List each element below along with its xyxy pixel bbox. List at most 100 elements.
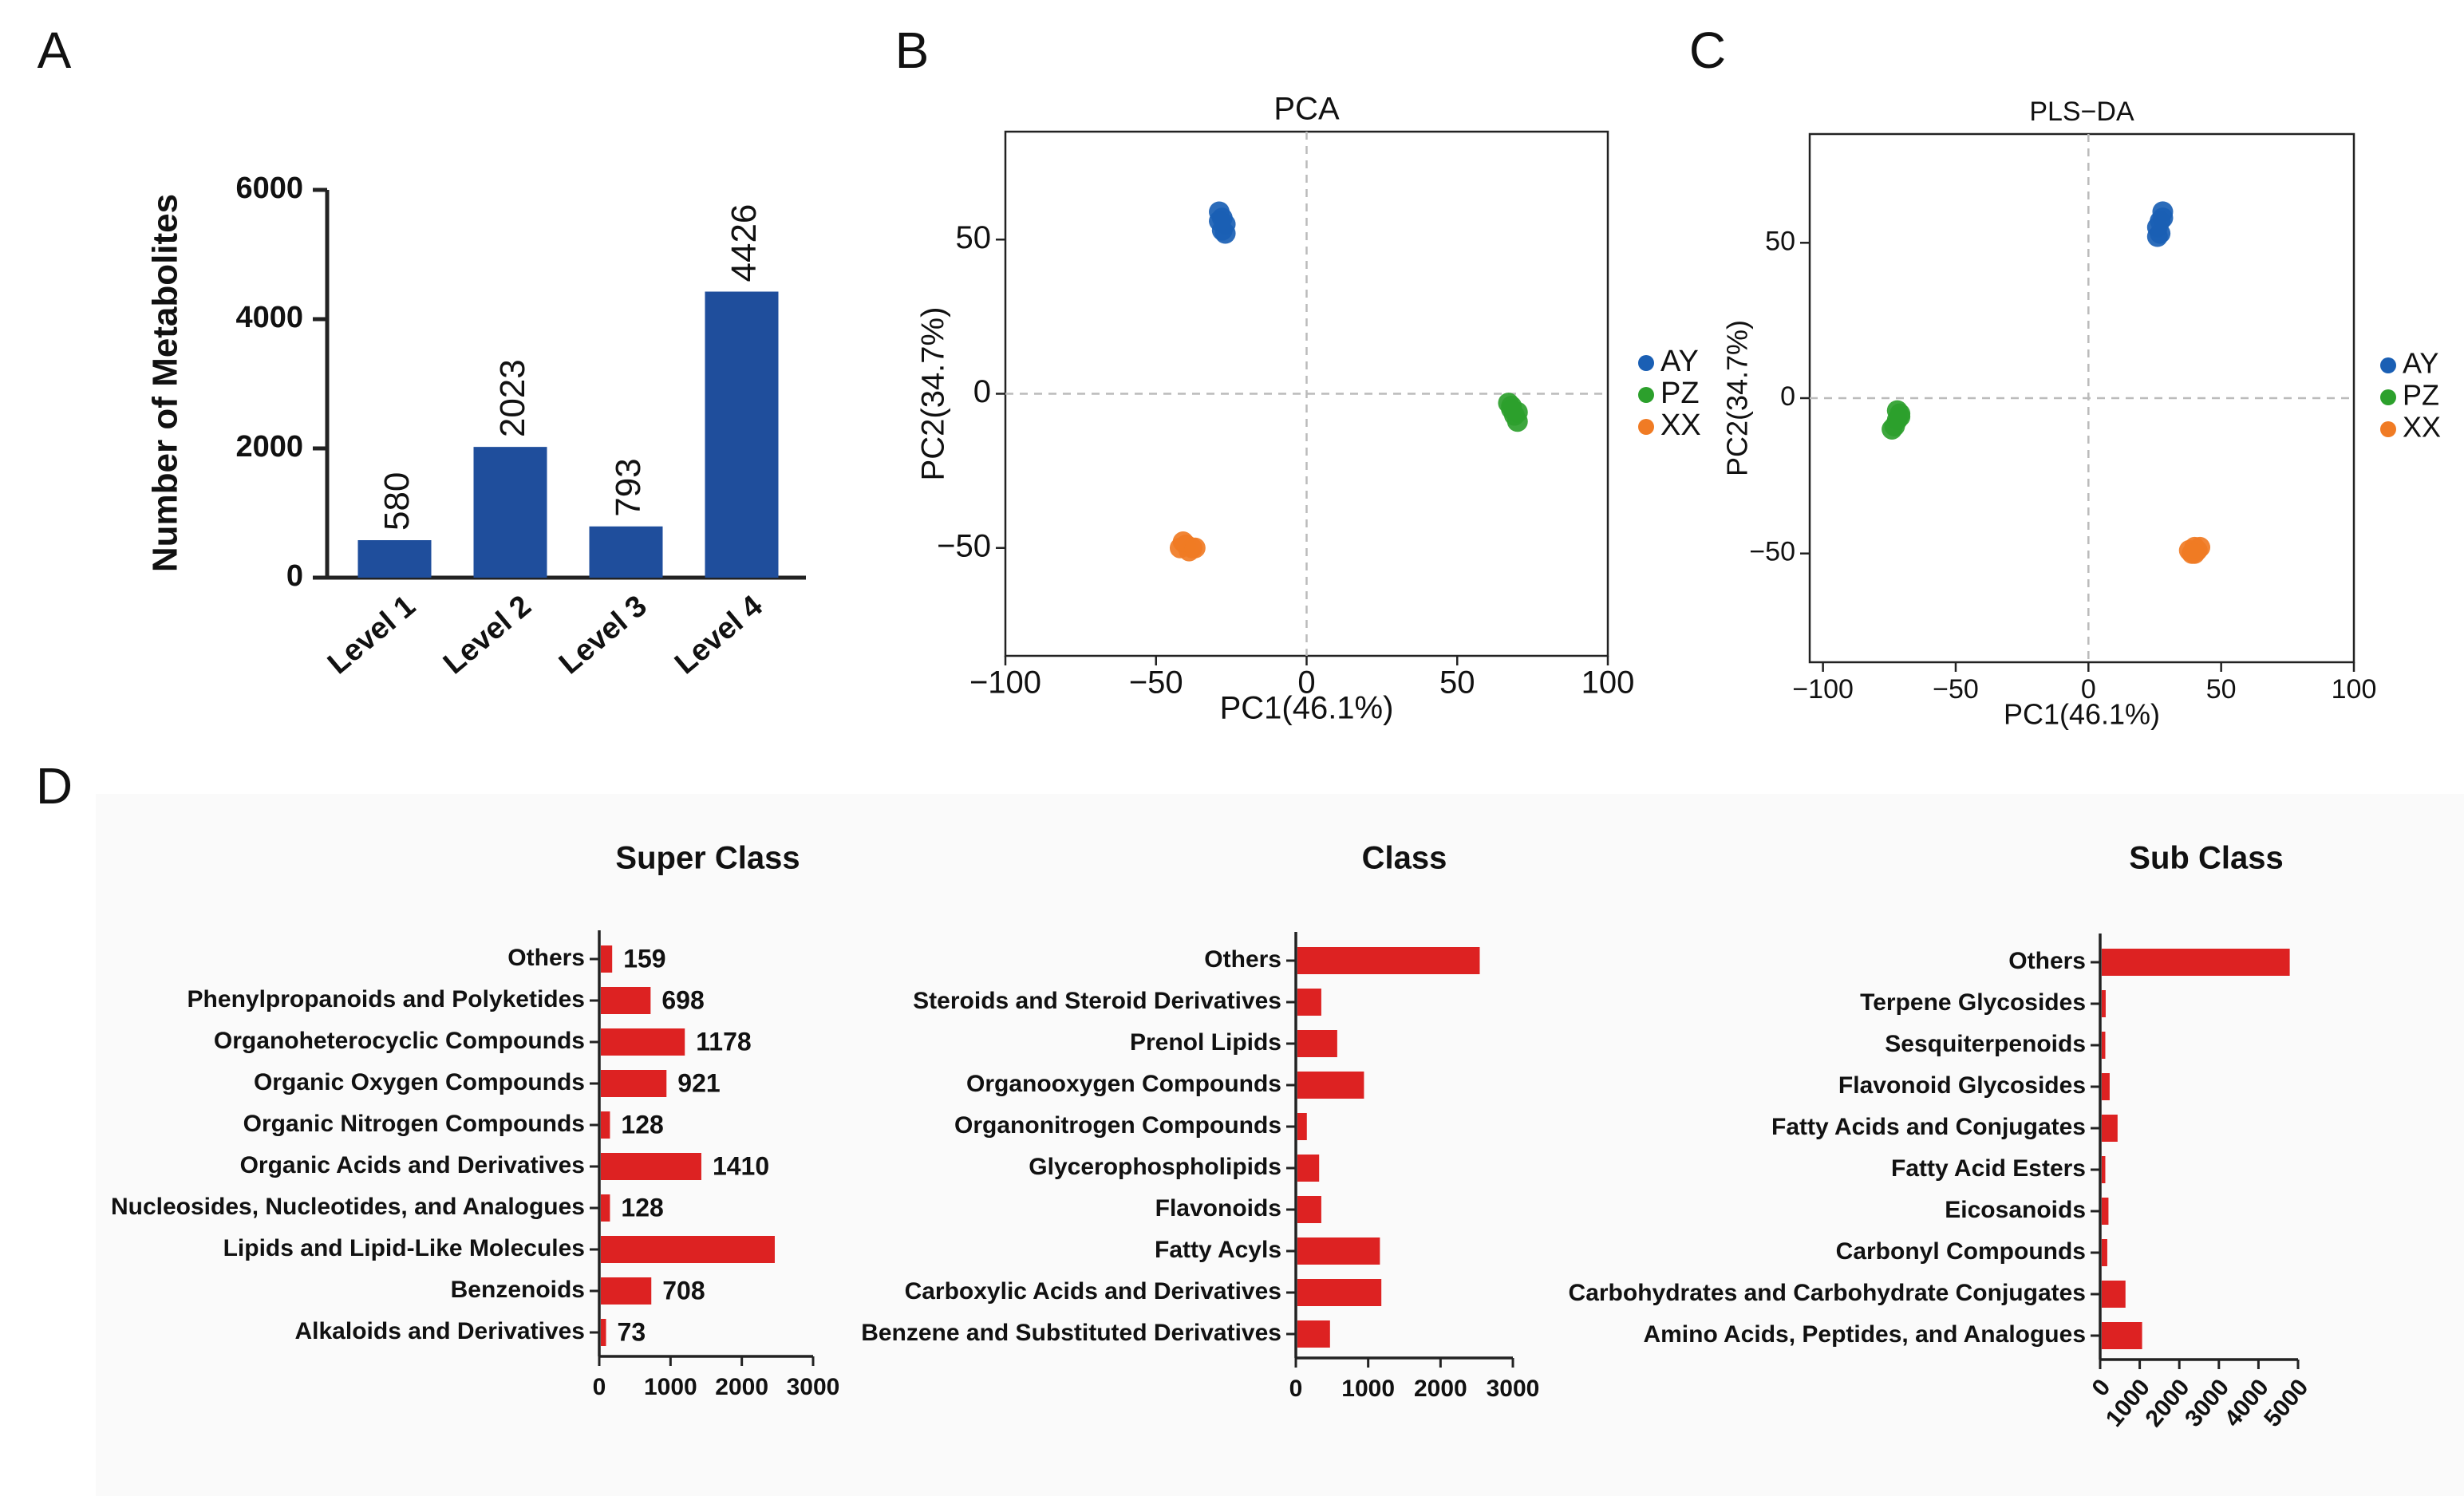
x-tick-label: 0	[2087, 1374, 2115, 1401]
bar-value-label: 4426	[725, 204, 764, 282]
bar	[1297, 1237, 1380, 1265]
legend-label: PZ	[2403, 379, 2439, 412]
chart-title: PCA	[1273, 92, 1340, 127]
bar-value-label: 1410	[713, 1151, 769, 1180]
x-tick-label: 0	[593, 1374, 606, 1400]
bar	[2102, 1281, 2126, 1308]
legend-marker-ay	[1638, 355, 1654, 371]
legend-label: AY	[2403, 347, 2438, 380]
category-label: Carbohydrates and Carbohydrate Conjugate…	[1569, 1280, 2086, 1306]
x-axis-label: PC1(46.1%)	[2004, 698, 2160, 731]
x-tick-label: 100	[2332, 674, 2377, 705]
x-tick-label: 4000	[2220, 1374, 2274, 1431]
x-tick-label: Level 2	[437, 589, 538, 681]
bar	[601, 987, 651, 1014]
bar	[2102, 1239, 2107, 1266]
bar-value-label: 698	[661, 985, 704, 1014]
bar	[2102, 1073, 2110, 1100]
bar-value-label: 2023	[493, 359, 532, 437]
bar-value-label: 73	[618, 1317, 646, 1346]
chart-d3: Sub Class Others Terpene Glycosides Sesquit…	[1569, 841, 2314, 1432]
panel-label-d: D	[36, 757, 73, 815]
bar	[601, 1236, 775, 1263]
bar-value-label: 128	[621, 1193, 663, 1222]
bar-value-label: 580	[377, 472, 417, 531]
x-tick-label: 3000	[787, 1374, 840, 1400]
category-label: Carbonyl Compounds	[1836, 1238, 2086, 1265]
category-label: Organic Nitrogen Compounds	[243, 1111, 585, 1137]
bar	[1297, 1030, 1337, 1057]
bar	[601, 1277, 652, 1305]
category-label: Terpene Glycosides	[1860, 989, 2086, 1016]
bar	[601, 945, 613, 973]
chart-d2: Class Others Steroids and Steroid Derivati…	[861, 841, 1539, 1402]
bar	[1297, 1072, 1364, 1099]
category-label: Others	[507, 945, 585, 971]
legend-marker-pz	[2380, 389, 2396, 405]
x-tick-label: 3000	[2180, 1374, 2234, 1431]
y-tick-label: 2000	[235, 430, 303, 464]
category-label: Organoheterocyclic Compounds	[214, 1028, 585, 1054]
category-label: Fatty Acid Esters	[1891, 1155, 2086, 1182]
category-label: Prenol Lipids	[1130, 1029, 1281, 1056]
x-axis-label: PC1(46.1%)	[1220, 691, 1394, 726]
x-tick-label: 0	[1289, 1376, 1303, 1402]
category-label: Organic Acids and Derivatives	[240, 1152, 585, 1178]
legend-marker-xx	[2380, 421, 2396, 437]
legend-marker-ay	[2380, 357, 2396, 373]
bar	[2102, 1156, 2106, 1183]
category-label: Eicosanoids	[1945, 1197, 2086, 1223]
chart-title: Sub Class	[2129, 841, 2283, 876]
bar	[601, 1028, 685, 1056]
chart-c: PLS−DA −100 −50 0 50 100 −50 0 50 PC1(46.1%) PC2(3…	[1721, 97, 2442, 731]
bar-value-label: 708	[662, 1276, 705, 1305]
category-label: Organic Oxygen Compounds	[254, 1069, 585, 1095]
y-tick-label: −50	[1749, 537, 1795, 567]
point-xx	[2184, 543, 2205, 564]
bar	[2102, 990, 2106, 1017]
category-label: Fatty Acyls	[1155, 1237, 1281, 1263]
y-axis-label: Number of Metabolites	[146, 194, 185, 572]
chart-title: PLS−DA	[2029, 97, 2134, 127]
legend-marker-xx	[1638, 419, 1654, 435]
chart-b: PCA −100 −50 0 50 100 −50 0 50 PC1(46.1%) PC2(34.7…	[916, 92, 1701, 726]
y-tick-label: 0	[286, 559, 303, 593]
x-tick-label: 2000	[1414, 1376, 1467, 1402]
x-tick-label: −100	[1792, 674, 1854, 705]
x-tick-label: Level 4	[669, 589, 769, 681]
x-tick-label: 1000	[644, 1374, 697, 1400]
y-tick-label: 4000	[235, 301, 303, 334]
point-ay	[2146, 226, 2168, 247]
chart-title: Super Class	[615, 841, 800, 876]
x-tick-label: 0	[2081, 674, 2096, 705]
panel-label-a: A	[38, 22, 72, 79]
category-label: Benzenoids	[451, 1277, 585, 1303]
legend-label: PZ	[1660, 377, 1700, 410]
point-pz	[1506, 401, 1528, 423]
legend-label: XX	[2403, 411, 2441, 444]
x-tick-label: −50	[1933, 674, 1979, 705]
bar	[601, 1319, 606, 1346]
y-axis-label: PC2(34.7%)	[1721, 320, 1754, 476]
category-label: Others	[2008, 948, 2086, 974]
bar-level-3	[589, 526, 663, 578]
category-label: Sesquiterpenoids	[1885, 1031, 2086, 1057]
panel-d-background	[96, 794, 2464, 1496]
bar-value-label: 128	[621, 1110, 663, 1139]
x-tick-label: 2000	[2140, 1374, 2194, 1431]
y-axis-label: PC2(34.7%)	[916, 307, 951, 481]
bar-value-label: 921	[677, 1068, 720, 1097]
category-label: Amino Acids, Peptides, and Analogues	[1643, 1321, 2086, 1348]
y-tick-label: 0	[973, 374, 991, 409]
point-ay	[1209, 211, 1230, 232]
category-label: Organooxygen Compounds	[966, 1071, 1281, 1097]
x-tick-label: 1000	[1341, 1376, 1395, 1402]
bar	[601, 1194, 610, 1222]
legend-label: XX	[1660, 409, 1701, 442]
bar	[2102, 949, 2290, 976]
x-tick-label: Level 1	[322, 589, 422, 681]
panel-label-b: B	[895, 22, 930, 79]
x-tick-label: 1000	[2101, 1374, 2155, 1431]
bar-value-label: 159	[623, 944, 665, 973]
